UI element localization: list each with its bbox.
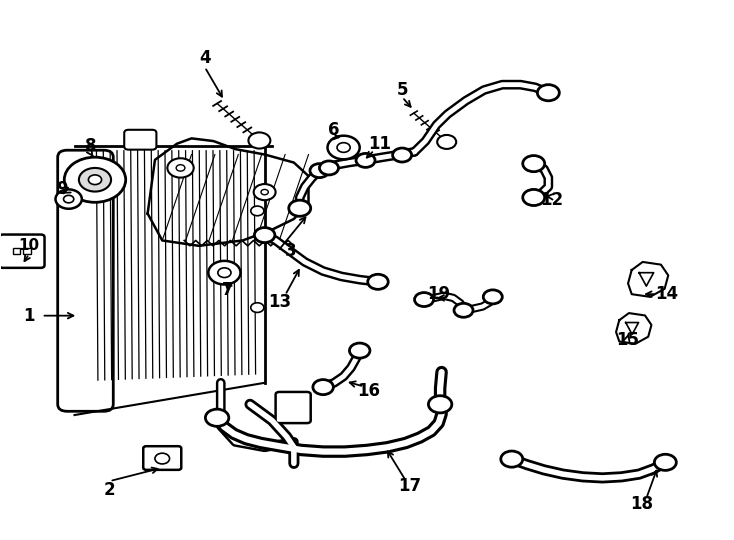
- Text: 10: 10: [18, 238, 40, 253]
- Text: 4: 4: [199, 49, 211, 67]
- FancyBboxPatch shape: [143, 446, 181, 470]
- Circle shape: [337, 143, 350, 152]
- Text: 16: 16: [357, 382, 380, 400]
- Bar: [13, 248, 21, 254]
- Text: 19: 19: [427, 285, 450, 303]
- Circle shape: [537, 85, 559, 101]
- Circle shape: [483, 290, 502, 304]
- Text: 1: 1: [23, 307, 35, 325]
- Circle shape: [356, 153, 375, 167]
- Circle shape: [501, 451, 523, 467]
- Circle shape: [313, 380, 333, 395]
- Circle shape: [64, 195, 74, 203]
- Circle shape: [393, 148, 412, 162]
- Circle shape: [523, 190, 545, 206]
- Circle shape: [261, 190, 269, 195]
- Text: 14: 14: [655, 285, 678, 303]
- Text: 12: 12: [539, 191, 563, 209]
- Circle shape: [310, 164, 329, 178]
- Text: 18: 18: [630, 495, 653, 512]
- Circle shape: [254, 184, 275, 200]
- Polygon shape: [96, 149, 261, 413]
- Circle shape: [255, 227, 275, 242]
- Circle shape: [327, 136, 360, 159]
- Circle shape: [208, 261, 241, 285]
- Circle shape: [454, 303, 473, 318]
- Circle shape: [176, 165, 185, 171]
- Circle shape: [155, 453, 170, 464]
- Circle shape: [251, 303, 264, 313]
- Circle shape: [251, 206, 264, 216]
- Polygon shape: [639, 273, 654, 286]
- FancyBboxPatch shape: [275, 392, 310, 423]
- FancyBboxPatch shape: [124, 130, 156, 150]
- Text: 9: 9: [57, 180, 68, 198]
- Circle shape: [79, 168, 111, 192]
- Text: 2: 2: [103, 481, 115, 500]
- Circle shape: [88, 175, 101, 185]
- Circle shape: [429, 396, 452, 413]
- Circle shape: [167, 158, 194, 178]
- Circle shape: [218, 268, 231, 278]
- Text: 15: 15: [617, 331, 639, 349]
- Text: 8: 8: [85, 138, 96, 156]
- Circle shape: [65, 157, 126, 202]
- Circle shape: [288, 200, 310, 217]
- Circle shape: [206, 409, 229, 427]
- Bar: [23, 248, 31, 254]
- Circle shape: [415, 293, 434, 307]
- Polygon shape: [628, 262, 668, 297]
- Text: 17: 17: [398, 477, 421, 495]
- Text: 13: 13: [268, 293, 291, 311]
- Circle shape: [349, 343, 370, 358]
- Text: 11: 11: [368, 135, 392, 153]
- Polygon shape: [616, 313, 652, 344]
- Circle shape: [368, 274, 388, 289]
- Polygon shape: [625, 322, 639, 334]
- Text: 3: 3: [284, 242, 296, 260]
- Circle shape: [56, 190, 81, 209]
- Circle shape: [437, 135, 457, 149]
- Text: 7: 7: [222, 281, 234, 299]
- FancyBboxPatch shape: [0, 234, 45, 268]
- Circle shape: [319, 161, 338, 175]
- FancyBboxPatch shape: [58, 150, 113, 411]
- Text: 5: 5: [396, 81, 408, 99]
- Circle shape: [248, 132, 270, 149]
- Text: 6: 6: [328, 122, 340, 139]
- Circle shape: [655, 454, 676, 470]
- Polygon shape: [148, 138, 308, 246]
- Circle shape: [523, 156, 545, 172]
